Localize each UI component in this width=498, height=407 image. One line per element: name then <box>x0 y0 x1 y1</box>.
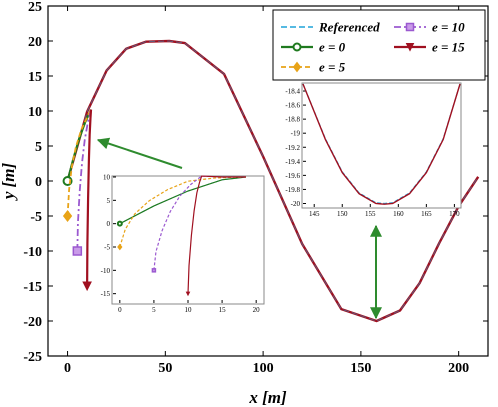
e10-start-marker <box>72 246 83 256</box>
e5-series-line <box>66 109 92 217</box>
inset-x-tick-label: 15 <box>219 306 227 314</box>
inset-y-tick-label: -5 <box>104 244 110 252</box>
inset-y-tick-label: -18.8 <box>285 116 300 124</box>
inset-x-tick-label: 145 <box>309 210 320 218</box>
inset-y-tick-label: -19 <box>291 130 301 138</box>
e15-series-line <box>86 109 93 287</box>
x-tick-label: 200 <box>448 361 469 376</box>
y-tick-label: -5 <box>30 210 42 225</box>
inset-x-tick-label: 165 <box>421 210 432 218</box>
y-tick-label: -20 <box>23 315 42 330</box>
inset-x-tick-label: 160 <box>393 210 404 218</box>
y-axis-label: y [m] <box>0 162 18 201</box>
y-tick-label: 10 <box>28 105 42 120</box>
inset-y-tick-label: -10 <box>101 267 111 275</box>
e5-start-marker <box>62 209 73 223</box>
e15-start-marker <box>82 281 92 292</box>
legend-e0-marker <box>292 42 302 52</box>
inset-y-tick-label: -19.4 <box>285 158 300 166</box>
x-tick-label: 50 <box>158 361 172 376</box>
y-tick-label: 20 <box>28 35 42 50</box>
inset-y-tick-label: -20 <box>291 200 301 208</box>
y-tick-label: 15 <box>28 70 42 85</box>
inset-e0-line <box>119 176 247 225</box>
inset-x-tick-label: 155 <box>365 210 376 218</box>
y-tick-label: -25 <box>23 350 42 365</box>
legend-e10-label: e = 10 <box>432 20 465 35</box>
inset-e0-marker <box>116 220 123 227</box>
legend-e15-label: e = 15 <box>432 40 465 55</box>
x-axis-label: x [m] <box>248 388 287 407</box>
y-tick-label: 0 <box>35 175 42 190</box>
legend-e0-label: e = 0 <box>319 40 346 55</box>
legend-e10-marker <box>405 22 415 32</box>
x-tick-label: 100 <box>253 361 274 376</box>
inset-x-tick-label: 170 <box>449 210 460 218</box>
inset-e10-marker <box>151 268 157 273</box>
inset-e15-line <box>302 83 461 205</box>
legend-e5-marker <box>292 61 302 73</box>
inset-y-tick-label: -18.4 <box>285 88 300 96</box>
inset-valley-plot: 145 150 155 160 165 170 -18.4 -18.6 -18.8 -19 -19.… <box>285 82 462 218</box>
legend-box <box>272 9 486 81</box>
legend: Referenced e = 10 e = 0 e = 15 e = 5 <box>272 9 486 81</box>
inset-x-tick-label: 150 <box>337 210 348 218</box>
legend-referenced-label: Referenced <box>318 20 380 35</box>
inset-x-tick-label: 10 <box>185 306 193 314</box>
inset-y-tick-label: 0 <box>107 220 111 228</box>
y-tick-label: 25 <box>28 0 42 15</box>
inset-y-tick-label: -19.8 <box>285 186 300 194</box>
inset-x-tick-label: 5 <box>152 306 156 314</box>
referenced-series-line <box>67 40 479 322</box>
inset-start-plot: 0 5 10 15 20 10 5 0 -5 -10 -15 <box>101 174 265 314</box>
inset-y-tick-label: -19.2 <box>285 144 300 152</box>
inset-y-tick-label: -19.6 <box>285 172 300 180</box>
inset-e5-marker <box>117 243 123 251</box>
inset-e15-line <box>187 175 246 294</box>
zoom-arrow-start <box>96 137 183 169</box>
y-tick-label: -10 <box>23 245 42 260</box>
inset-frame <box>301 82 462 209</box>
inset-y-tick-label: 5 <box>107 197 111 205</box>
x-tick-label: 150 <box>350 361 371 376</box>
y-tick-label: 5 <box>35 140 42 155</box>
inset-e5-line <box>119 176 246 248</box>
inset-e15-marker <box>185 291 191 297</box>
inset-y-tick-label: 10 <box>103 174 111 182</box>
inset-y-tick-label: -18.6 <box>285 102 300 110</box>
legend-e15-marker <box>405 43 415 52</box>
inset-x-tick-label: 20 <box>253 306 261 314</box>
inset-y-tick-label: -15 <box>101 290 111 298</box>
inset-x-tick-label: 0 <box>118 306 122 314</box>
x-tick-label: 0 <box>64 361 71 376</box>
legend-e5-label: e = 5 <box>319 60 346 75</box>
y-tick-label: -15 <box>23 280 42 295</box>
